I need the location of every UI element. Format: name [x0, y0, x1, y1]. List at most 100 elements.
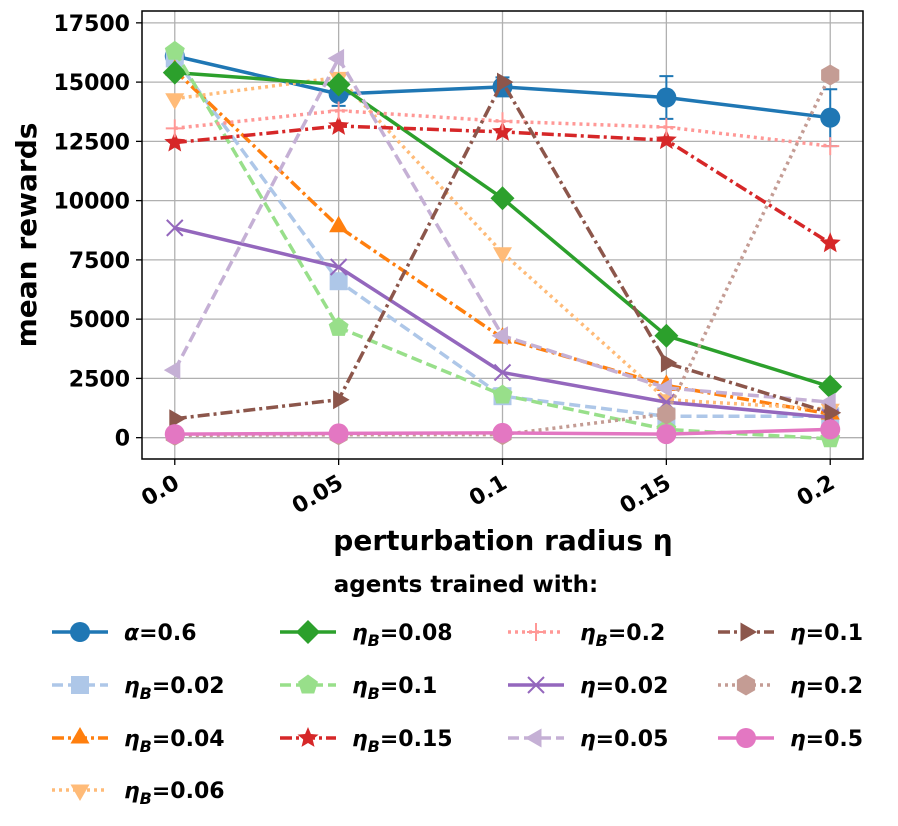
- legend-entry-etab-0-04: ηB=0.04: [52, 727, 225, 756]
- legend-label: ηB=0.02: [124, 674, 225, 703]
- data-point: [656, 87, 677, 108]
- data-point: [493, 247, 512, 264]
- legend-entry-etab-0-02: ηB=0.02: [52, 674, 225, 703]
- data-point: [819, 232, 841, 253]
- data-point: [824, 403, 842, 423]
- data-point: [820, 107, 841, 128]
- legend-entry-eta-0-2: η=0.2: [718, 674, 863, 699]
- legend-label: ηB=0.08: [352, 621, 453, 650]
- data-point: [333, 390, 350, 410]
- series-eta-0-5: [164, 419, 841, 445]
- data-point: [492, 422, 513, 443]
- y-tick-label: 0: [115, 427, 130, 452]
- data-point: [654, 323, 679, 348]
- data-point: [165, 119, 184, 138]
- data-point: [492, 384, 513, 404]
- legend-marker: [297, 727, 319, 747]
- legend-marker: [70, 622, 90, 642]
- legend-marker: [71, 676, 89, 694]
- data-point: [657, 118, 676, 137]
- legend-label: η=0.1: [790, 621, 863, 646]
- y-tick-label: 15000: [53, 71, 130, 96]
- legend-marker: [525, 728, 542, 748]
- legend-marker: [70, 727, 90, 744]
- legend-label: η=0.5: [790, 727, 863, 752]
- data-point: [327, 48, 345, 68]
- x-axis-label: perturbation radius η: [333, 524, 672, 557]
- legend-marker: [736, 674, 756, 696]
- legend-label: α=0.6: [124, 621, 197, 646]
- data-point: [164, 40, 185, 60]
- legend-marker: [527, 676, 545, 694]
- data-point: [490, 186, 515, 211]
- data-point: [164, 131, 186, 152]
- data-point: [328, 423, 349, 444]
- data-point: [329, 215, 349, 233]
- legend-marker: [70, 784, 90, 801]
- legend-marker: [740, 622, 757, 642]
- legend-entry-etab-0-2: ηB=0.2: [508, 621, 665, 650]
- data-point: [328, 316, 349, 336]
- data-point: [660, 353, 678, 373]
- data-point: [328, 115, 350, 135]
- data-point: [329, 272, 348, 291]
- series-layer: [162, 40, 843, 448]
- legend-label: η=0.2: [790, 674, 863, 699]
- data-point: [655, 129, 677, 150]
- legend-title: agents trained with:: [334, 572, 599, 598]
- data-point: [821, 64, 840, 86]
- data-point: [497, 72, 514, 92]
- legend-label: ηB=0.04: [124, 727, 225, 756]
- legend-entry-eta-0-1: η=0.1: [718, 621, 863, 646]
- series-line: [174, 75, 831, 411]
- series-etab-0-2: [165, 101, 840, 156]
- data-point: [329, 101, 348, 120]
- data-point: [164, 424, 185, 445]
- data-point: [657, 403, 676, 425]
- series-eta-0-1: [169, 72, 842, 429]
- legend-marker: [298, 674, 318, 694]
- data-point: [169, 409, 186, 429]
- series-etab-0-08: [162, 60, 843, 399]
- data-point: [818, 374, 843, 399]
- data-point: [329, 258, 348, 276]
- y-tick-label: 2500: [69, 367, 130, 392]
- legend-entry-eta-0-02: η=0.02: [508, 674, 668, 699]
- data-point: [820, 419, 841, 440]
- y-tick-label: 7500: [69, 249, 130, 274]
- data-point: [165, 93, 185, 110]
- data-point: [819, 392, 836, 412]
- legend-label: ηB=0.15: [352, 727, 453, 756]
- data-point: [491, 326, 508, 346]
- legend-label: η=0.05: [580, 727, 668, 752]
- y-tick-label: 12500: [53, 130, 130, 155]
- series-etab-0-15: [164, 115, 841, 253]
- data-point: [493, 112, 512, 131]
- series-eta-0-05: [163, 48, 836, 412]
- y-tick-label: 10000: [53, 190, 130, 215]
- data-point: [655, 378, 672, 398]
- data-point: [162, 60, 187, 85]
- legend-marker: [736, 728, 756, 748]
- y-axis-label: mean rewards: [10, 123, 43, 348]
- series-line: [173, 57, 831, 419]
- legend-entry-etab-0-08: ηB=0.08: [280, 620, 453, 650]
- series-line: [174, 108, 831, 148]
- legend-label: ηB=0.06: [124, 779, 225, 808]
- legend-marker: [527, 623, 545, 641]
- legend-entry-alpha-0-6: α=0.6: [52, 621, 197, 646]
- legend-entry-etab-0-1: ηB=0.1: [280, 674, 437, 703]
- legend-marker: [296, 620, 320, 644]
- y-axis: 0 2500 5000 7500 10000 12500 15000 17500: [53, 12, 142, 452]
- series-line: [174, 74, 832, 438]
- data-point: [656, 424, 677, 445]
- y-tick-label: 17500: [53, 12, 130, 37]
- legend-label: ηB=0.2: [580, 621, 665, 650]
- data-point: [492, 120, 513, 141]
- data-point: [166, 219, 184, 237]
- legend-entry-etab-0-06: ηB=0.06: [52, 779, 225, 808]
- legend: α=0.6 ηB=0.02 ηB=0.04 ηB=0.06 ηB=0.08 ηB=0.1 η…: [52, 620, 863, 808]
- y-tick-label: 5000: [69, 308, 130, 333]
